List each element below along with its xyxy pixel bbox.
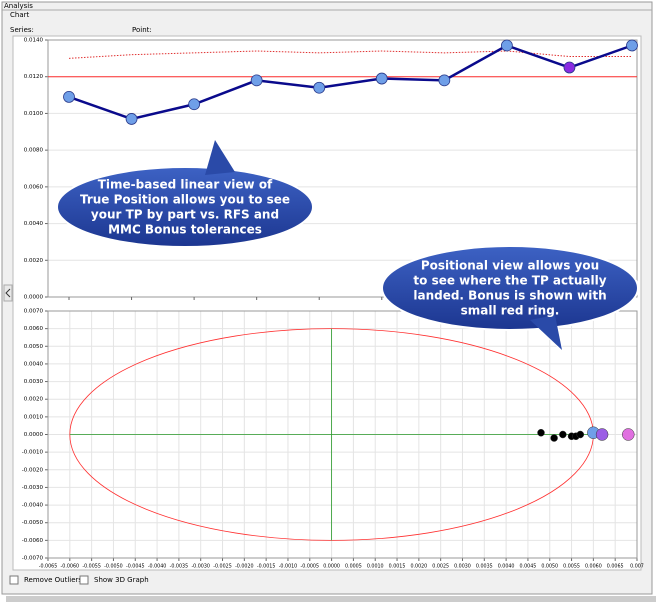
data-point xyxy=(576,430,585,439)
collapse-button[interactable] xyxy=(3,284,13,302)
x-tick-label: -0.0020 xyxy=(235,564,254,570)
callout-text: to see where the TP actually xyxy=(413,274,606,288)
callout-text: Positional view allows you xyxy=(421,259,599,273)
window-title: Analysis xyxy=(4,2,33,10)
callout-bubble xyxy=(381,245,639,331)
x-tick-label: 0.0035 xyxy=(476,564,493,570)
callout-tail-fill xyxy=(205,140,235,175)
x-tick-label: -0.0035 xyxy=(170,564,189,570)
plot-border xyxy=(47,310,638,559)
y-tick-label: 0.0020 xyxy=(24,258,44,264)
y-tick-label: -0.0060 xyxy=(22,538,44,544)
y-tick-label: -0.0020 xyxy=(22,467,44,473)
callout-text: landed. Bonus is shown with xyxy=(413,289,606,303)
data-point xyxy=(313,81,326,94)
y-tick-label: 0.0020 xyxy=(24,397,44,403)
data-point xyxy=(63,91,75,103)
checkbox[interactable] xyxy=(9,575,19,585)
x-tick-label: 0.0050 xyxy=(541,564,558,570)
plot-border xyxy=(47,39,638,298)
callout-text: MMC Bonus tolerances xyxy=(108,223,262,237)
x-tick-label: -0.0065 xyxy=(39,564,58,570)
y-tick-label: 0.0000 xyxy=(24,432,44,438)
callout-text: Time-based linear view of xyxy=(98,178,273,192)
y-tick-label: -0.0070 xyxy=(22,556,44,562)
callout-text: True Position allows you to see xyxy=(80,193,290,207)
data-point xyxy=(500,39,513,52)
y-tick-label: 0.0050 xyxy=(24,344,44,350)
data-point xyxy=(595,428,609,441)
x-tick-label: 0.0020 xyxy=(410,564,427,570)
y-tick-label: 0.0010 xyxy=(24,414,44,420)
y-tick-label: 0.0120 xyxy=(24,74,44,80)
checkbox[interactable] xyxy=(79,575,89,585)
y-tick-label: -0.0040 xyxy=(22,503,44,509)
data-point xyxy=(563,61,576,74)
data-point xyxy=(438,74,451,87)
series-line xyxy=(68,50,632,59)
x-tick-label: 0.0000 xyxy=(323,564,340,570)
checkbox-label[interactable]: Show 3D Graph xyxy=(94,576,149,584)
x-tick-label: 0.007 xyxy=(630,564,644,570)
y-tick-label: 0.0080 xyxy=(24,148,44,154)
series-line xyxy=(68,44,633,121)
data-point xyxy=(622,428,635,441)
y-tick-label: 0.0100 xyxy=(24,111,44,117)
data-point xyxy=(375,72,388,85)
collapse-arrow xyxy=(5,288,11,298)
x-tick-label: 0.0010 xyxy=(367,564,384,570)
x-tick-label: -0.0055 xyxy=(82,564,101,570)
y-tick-label: 0.0140 xyxy=(24,38,44,44)
x-tick-label: 0.0005 xyxy=(345,564,362,570)
plots: 0.0000 0.0020 0.0040 0.0060 0.0080 0.0100 0.01… xyxy=(22,38,644,570)
data-point xyxy=(550,434,558,442)
y-tick-label: 0.0070 xyxy=(24,309,44,315)
x-tick-label: -0.0025 xyxy=(213,564,232,570)
x-tick-label: -0.0010 xyxy=(279,564,298,570)
data-point xyxy=(125,113,138,125)
y-tick-label: 0.0060 xyxy=(24,326,44,332)
x-tick-label: 0.0015 xyxy=(389,564,406,570)
x-tick-label: -0.0005 xyxy=(301,564,320,570)
series-label: Series: xyxy=(10,26,34,34)
x-tick-label: -0.0060 xyxy=(61,564,80,570)
x-tick-label: -0.0040 xyxy=(148,564,167,570)
x-tick-label: 0.0055 xyxy=(563,564,580,570)
x-tick-label: 0.0060 xyxy=(585,564,602,570)
callout-text: your TP by part vs. RFS and xyxy=(91,208,279,222)
data-point xyxy=(537,428,545,437)
y-tick-label: 0.0040 xyxy=(24,361,44,367)
x-tick-label: 0.0065 xyxy=(607,564,624,570)
shadow xyxy=(6,596,656,602)
checkbox-label[interactable]: Remove Outliers xyxy=(24,576,82,584)
tab-label[interactable]: Chart xyxy=(10,11,29,19)
x-tick-label: 0.0025 xyxy=(432,564,449,570)
x-tick-label: 0.0040 xyxy=(498,564,515,570)
x-tick-label: -0.0015 xyxy=(257,564,276,570)
callout-bubble xyxy=(56,166,314,248)
point-label: Point: xyxy=(132,26,152,34)
data-point xyxy=(559,430,567,439)
x-tick-label: -0.0030 xyxy=(191,564,210,570)
data-point xyxy=(188,98,201,111)
y-tick-label: 0.0040 xyxy=(24,221,44,227)
y-tick-label: 0.0060 xyxy=(24,184,44,190)
y-tick-label: 0.0030 xyxy=(24,379,44,385)
x-tick-label: 0.0030 xyxy=(454,564,471,570)
data-point xyxy=(626,39,638,52)
x-tick-label: -0.0045 xyxy=(126,564,145,570)
data-point xyxy=(250,74,263,87)
y-tick-label: 0.0000 xyxy=(24,295,44,301)
x-tick-label: -0.0050 xyxy=(104,564,123,570)
callout-tail-fill xyxy=(530,315,562,350)
callout-text: small red ring. xyxy=(461,304,560,318)
y-tick-label: -0.0010 xyxy=(22,450,44,456)
y-tick-label: -0.0030 xyxy=(22,485,44,491)
x-tick-label: 0.0045 xyxy=(520,564,537,570)
y-tick-label: -0.0050 xyxy=(22,520,44,526)
